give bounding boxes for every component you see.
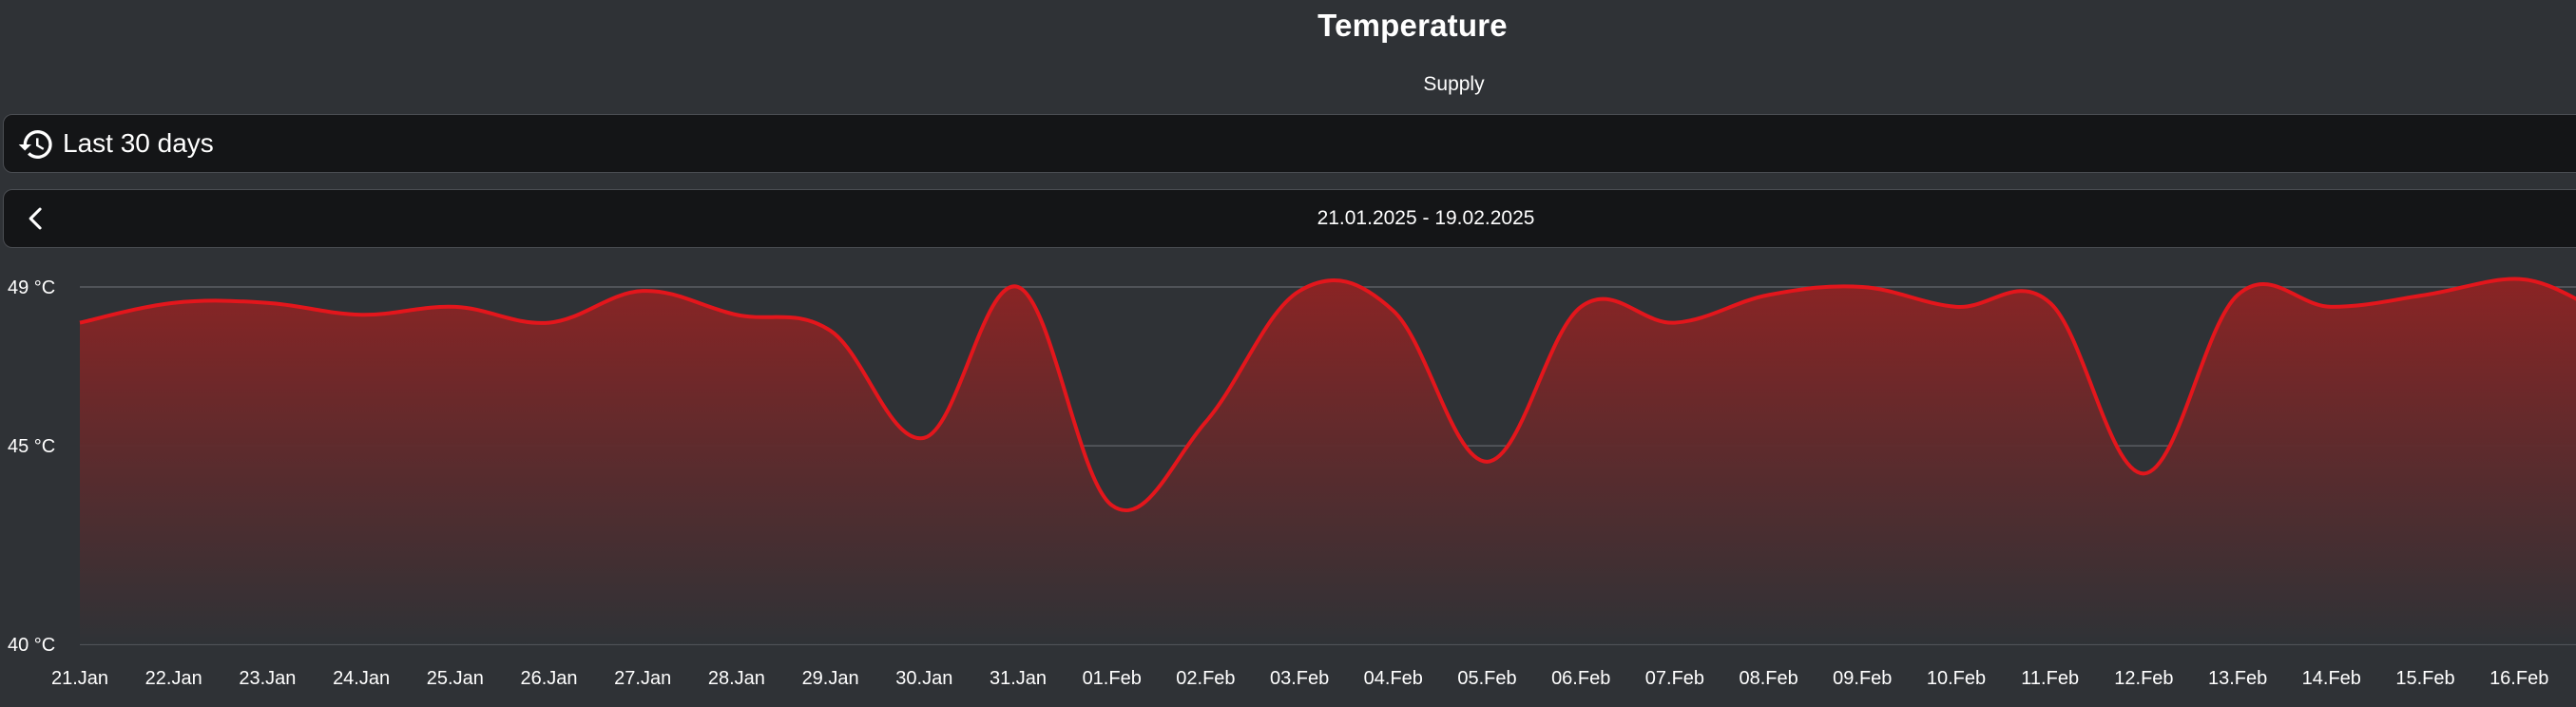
data-point	[1672, 320, 1678, 326]
data-point	[1953, 304, 1959, 310]
x-tick-label: 02.Feb	[1176, 668, 1235, 689]
y-tick-label: 40 °C	[8, 635, 55, 656]
x-tick-label: 29.Jan	[802, 668, 859, 689]
chart-title: Temperature	[1317, 8, 1508, 43]
data-point	[2235, 292, 2240, 297]
data-point	[640, 288, 645, 294]
x-tick-label: 26.Jan	[520, 668, 577, 689]
x-tick-label: 23.Jan	[239, 668, 296, 689]
data-point	[1109, 503, 1115, 508]
y-tick-label: 45 °C	[8, 436, 55, 457]
range-label: Last 30 days	[63, 128, 214, 158]
x-tick-label: 21.Jan	[51, 668, 108, 689]
data-point	[1391, 308, 1396, 314]
data-point	[1297, 288, 1302, 294]
data-point	[2329, 304, 2335, 310]
data-point	[452, 304, 458, 310]
area-fill	[80, 278, 2576, 644]
x-tick-label: 11.Feb	[2021, 668, 2079, 689]
range-selector[interactable]: Last 30 days	[3, 114, 2576, 173]
x-tick-label: 08.Feb	[1739, 668, 1797, 689]
chevron-left-icon[interactable]	[23, 205, 49, 232]
chart-subtitle: Supply	[1423, 73, 1485, 95]
data-point	[734, 312, 740, 317]
x-tick-label: 28.Jan	[708, 668, 765, 689]
x-tick-label: 04.Feb	[1364, 668, 1423, 689]
data-point	[1766, 292, 1772, 297]
data-point	[264, 300, 270, 306]
data-point	[2423, 292, 2429, 297]
x-tick-label: 22.Jan	[145, 668, 202, 689]
x-tick-label: 03.Feb	[1270, 668, 1329, 689]
y-tick-label: 49 °C	[8, 277, 55, 298]
x-tick-label: 01.Feb	[1083, 668, 1142, 689]
data-point	[547, 320, 552, 326]
date-navigator: 21.01.2025 - 19.02.2025	[3, 189, 2576, 248]
x-tick-label: 14.Feb	[2302, 668, 2361, 689]
x-tick-label: 10.Feb	[1927, 668, 1986, 689]
date-range-label: 21.01.2025 - 19.02.2025	[1317, 207, 1535, 229]
data-point	[2047, 300, 2053, 306]
data-point	[2516, 277, 2522, 282]
x-tick-label: 05.Feb	[1457, 668, 1516, 689]
data-point	[828, 328, 834, 334]
x-tick-label: 16.Feb	[2489, 668, 2548, 689]
data-point	[358, 312, 364, 317]
x-tick-label: 30.Jan	[895, 668, 952, 689]
data-point	[77, 320, 83, 326]
x-tick-label: 24.Jan	[333, 668, 390, 689]
data-point	[1578, 304, 1584, 310]
data-point	[1202, 419, 1208, 425]
series-line	[79, 277, 2576, 513]
x-tick-label: 09.Feb	[1833, 668, 1892, 689]
x-tick-label: 06.Feb	[1551, 668, 1610, 689]
x-tick-label: 12.Feb	[2114, 668, 2173, 689]
data-point	[921, 435, 927, 441]
temperature-chart: 40 °C 45 °C 49 °C 21.Jan 22.Jan 23.Jan 24.Jan 2…	[8, 277, 2576, 689]
x-tick-label: 27.Jan	[614, 668, 671, 689]
x-tick-label: 15.Feb	[2395, 668, 2454, 689]
x-tick-label: 13.Feb	[2208, 668, 2267, 689]
x-tick-label: 31.Jan	[990, 668, 1047, 689]
x-tick-label: 07.Feb	[1645, 668, 1704, 689]
data-point	[1859, 284, 1865, 290]
history-icon	[18, 130, 52, 159]
data-point	[1015, 284, 1021, 290]
data-point	[171, 300, 177, 306]
x-tick-label: 25.Jan	[427, 668, 484, 689]
data-point	[1485, 459, 1490, 465]
data-point	[2141, 470, 2146, 476]
